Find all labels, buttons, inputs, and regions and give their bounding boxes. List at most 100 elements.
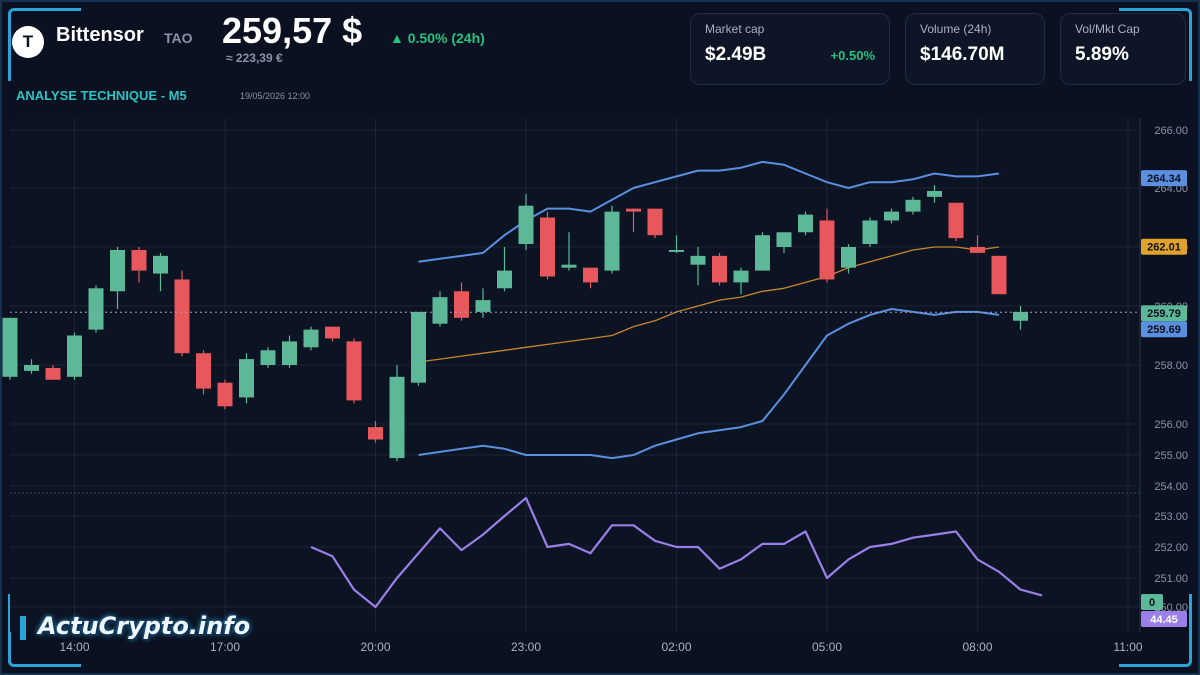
candle-body: [303, 329, 319, 348]
candle-body: [196, 353, 211, 389]
price-tag-last-price: [1141, 305, 1187, 322]
candle-body: [411, 311, 426, 383]
candle-body: [669, 249, 684, 252]
candle-body: [2, 317, 18, 377]
coin-name: Bittensor: [56, 24, 144, 46]
y-tick-label: 251.00: [1154, 573, 1188, 585]
corner-accent: [8, 594, 81, 667]
candle-body: [712, 255, 727, 283]
price-tag-rsi: [1141, 611, 1187, 627]
header: T Bittensor TAO 259,57 $ ≈ 223,39 € ▲ 0.…: [0, 0, 1200, 118]
corner-accent: [1119, 8, 1192, 81]
y-tick-label: 255.00: [1154, 450, 1188, 462]
y-tick-label: 256.00: [1154, 419, 1188, 431]
moving-average-line: [418, 246, 1000, 363]
candle-body: [841, 247, 856, 268]
candle-body: [260, 350, 276, 365]
price-tag-rsi-zero: [1141, 594, 1163, 610]
price-tag-bollinger-lower: [1141, 321, 1187, 338]
stat-vol-mkt-cap: Vol/Mkt Cap 5.89%: [1060, 13, 1186, 85]
watermark-bar: [20, 616, 26, 640]
watermark-text: ActuCrypto.info: [38, 612, 251, 640]
x-tick-label: 02:00: [661, 640, 691, 654]
candle-body: [325, 326, 340, 339]
candle-body: [497, 270, 512, 289]
y-tick-label: 253.00: [1154, 511, 1188, 523]
y-tick-label: 252.00: [1154, 542, 1188, 554]
corner-accent: [1119, 594, 1192, 667]
price-eur: ≈ 223,39 €: [226, 51, 283, 65]
rsi-line: [310, 496, 1043, 609]
stat-value: 5.89%: [1075, 44, 1129, 65]
candle-body: [905, 199, 921, 212]
candle-body: [45, 367, 61, 380]
candle-body: [540, 217, 555, 277]
price-tag-label: 0: [1149, 597, 1155, 609]
candle-body: [1013, 311, 1028, 321]
candle-body: [884, 211, 899, 221]
candle-body: [110, 249, 125, 292]
x-tick-label: 23:00: [511, 640, 541, 654]
x-tick-label: 11:00: [1113, 640, 1142, 654]
x-tick-label: 05:00: [812, 640, 842, 654]
bollinger-upper-line: [418, 160, 1000, 263]
stat-value: $2.49B: [705, 44, 767, 65]
price-tag-ma: [1141, 238, 1187, 255]
candle-body: [927, 190, 942, 197]
candle-body: [239, 359, 254, 398]
candle-body: [67, 335, 82, 377]
bollinger-lower-line: [418, 308, 1000, 460]
stat-label: Market cap: [705, 22, 765, 36]
price-tag-label: 262.01: [1147, 242, 1181, 254]
candle-body: [174, 279, 190, 354]
candle-body: [454, 291, 469, 318]
candle-body: [282, 341, 297, 365]
candle-body: [819, 220, 835, 280]
stat-market-cap: Market cap $2.49B +0.50%: [690, 13, 890, 85]
price-tag-label: 44.45: [1150, 614, 1178, 626]
candle-body: [368, 427, 383, 440]
candle-body: [733, 270, 749, 283]
x-tick-label: 20:00: [360, 640, 390, 654]
candle-body: [432, 297, 448, 324]
plot-area: [10, 118, 1140, 632]
candle-body: [991, 255, 1007, 295]
tao-logo-icon: T: [12, 26, 44, 58]
candle-body: [88, 288, 104, 330]
candle-body: [346, 341, 362, 401]
candle-body: [970, 247, 985, 253]
candle-body: [561, 264, 577, 268]
candle-body: [647, 208, 663, 236]
stat-label: Volume (24h): [920, 22, 992, 36]
candle-body: [604, 211, 620, 271]
candle-body: [690, 255, 706, 265]
price-tag-label: 264.34: [1147, 173, 1182, 185]
candle-body: [518, 205, 534, 245]
candle-body: [626, 208, 641, 212]
price-tag-label: 259.69: [1147, 324, 1181, 336]
x-tick-label: 08:00: [962, 640, 992, 654]
candle-body: [776, 232, 792, 247]
analysis-title: ANALYSE TECHNIQUE - M5: [16, 88, 187, 103]
candle-body: [798, 214, 813, 233]
candle-body: [217, 382, 233, 407]
y-tick-label: 258.00: [1154, 360, 1188, 372]
corner-accent: [8, 8, 81, 81]
candle-body: [583, 267, 598, 283]
price: 259,57 $: [222, 10, 363, 51]
stat-volume: Volume (24h) $146.70M: [905, 13, 1045, 85]
coin-symbol: TAO: [164, 30, 193, 46]
candle-body: [755, 235, 770, 271]
y-tick-label: 254.00: [1154, 481, 1188, 493]
stat-label: Vol/Mkt Cap: [1075, 22, 1140, 36]
x-tick-label: 14:00: [59, 640, 89, 654]
stat-value: $146.70M: [920, 44, 1005, 65]
x-tick-label: 17:00: [210, 640, 240, 654]
candle-body: [24, 365, 39, 371]
price-tag-bollinger-upper: [1141, 170, 1187, 187]
candle-body: [131, 249, 147, 271]
stat-change: +0.50%: [830, 48, 875, 63]
price-tag-label: 259.79: [1147, 308, 1181, 320]
